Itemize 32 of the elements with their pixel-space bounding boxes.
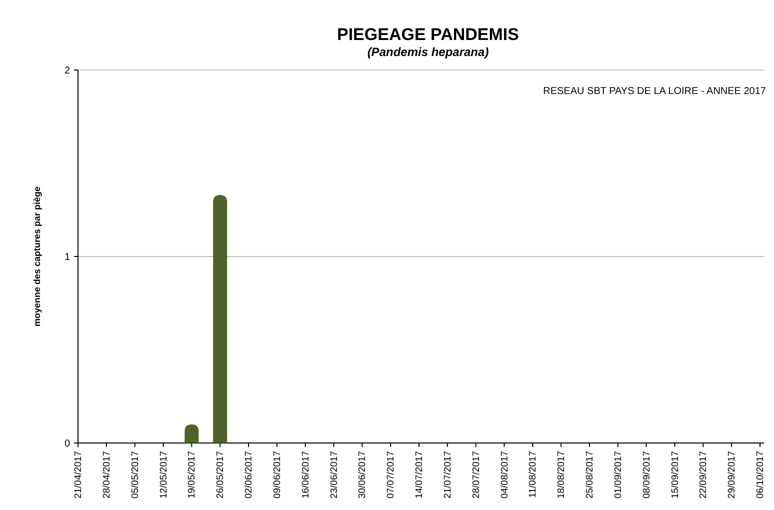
x-tick-label: 30/06/2017: [357, 451, 368, 499]
x-tick-label: 19/05/2017: [186, 451, 198, 499]
x-tick-label: 23/06/2017: [328, 451, 340, 499]
chart-subtitle: (Pandemis heparana): [367, 45, 489, 59]
x-tick-label: 14/07/2017: [414, 451, 425, 499]
y-tick-label: 1: [64, 252, 70, 263]
chart-title: PIEGEAGE PANDEMIS: [337, 25, 519, 44]
y-tick-label: 2: [64, 66, 70, 76]
x-tick-label: 01/09/2017: [612, 451, 624, 499]
x-tick-label: 07/07/2017: [386, 451, 397, 499]
y-axis-title: moyenne des captures par piège: [32, 186, 42, 327]
x-tick-label: 26/05/2017: [215, 451, 226, 499]
x-tick-label: 29/09/2017: [726, 451, 738, 499]
x-tick-label: 21/04/2017: [73, 451, 84, 499]
x-tick-label: 04/08/2017: [499, 451, 510, 499]
y-tick-label: 0: [64, 438, 70, 450]
x-tick-label: 08/09/2017: [641, 451, 652, 499]
x-tick-label: 06/10/2017: [755, 451, 766, 499]
x-tick-label: 12/05/2017: [158, 451, 170, 499]
x-tick-label: 28/04/2017: [101, 451, 112, 499]
x-tick-label: 15/09/2017: [670, 451, 681, 499]
x-tick-label: 21/07/2017: [442, 451, 454, 499]
x-tick-label: 22/09/2017: [698, 451, 710, 499]
annotation: RESEAU SBT PAYS DE LA LOIRE - ANNEE 2017: [543, 86, 766, 97]
x-tick-label: 18/08/2017: [556, 451, 568, 499]
x-tick-label: 11/08/2017: [528, 451, 539, 498]
x-tick-label: 28/07/2017: [470, 451, 482, 499]
x-tick-label: 09/06/2017: [272, 451, 283, 499]
x-tick-label: 25/08/2017: [584, 451, 596, 499]
x-tick-label: 05/05/2017: [130, 451, 141, 499]
x-tick-label: 16/06/2017: [300, 451, 312, 499]
x-tick-label: 02/06/2017: [244, 451, 254, 499]
